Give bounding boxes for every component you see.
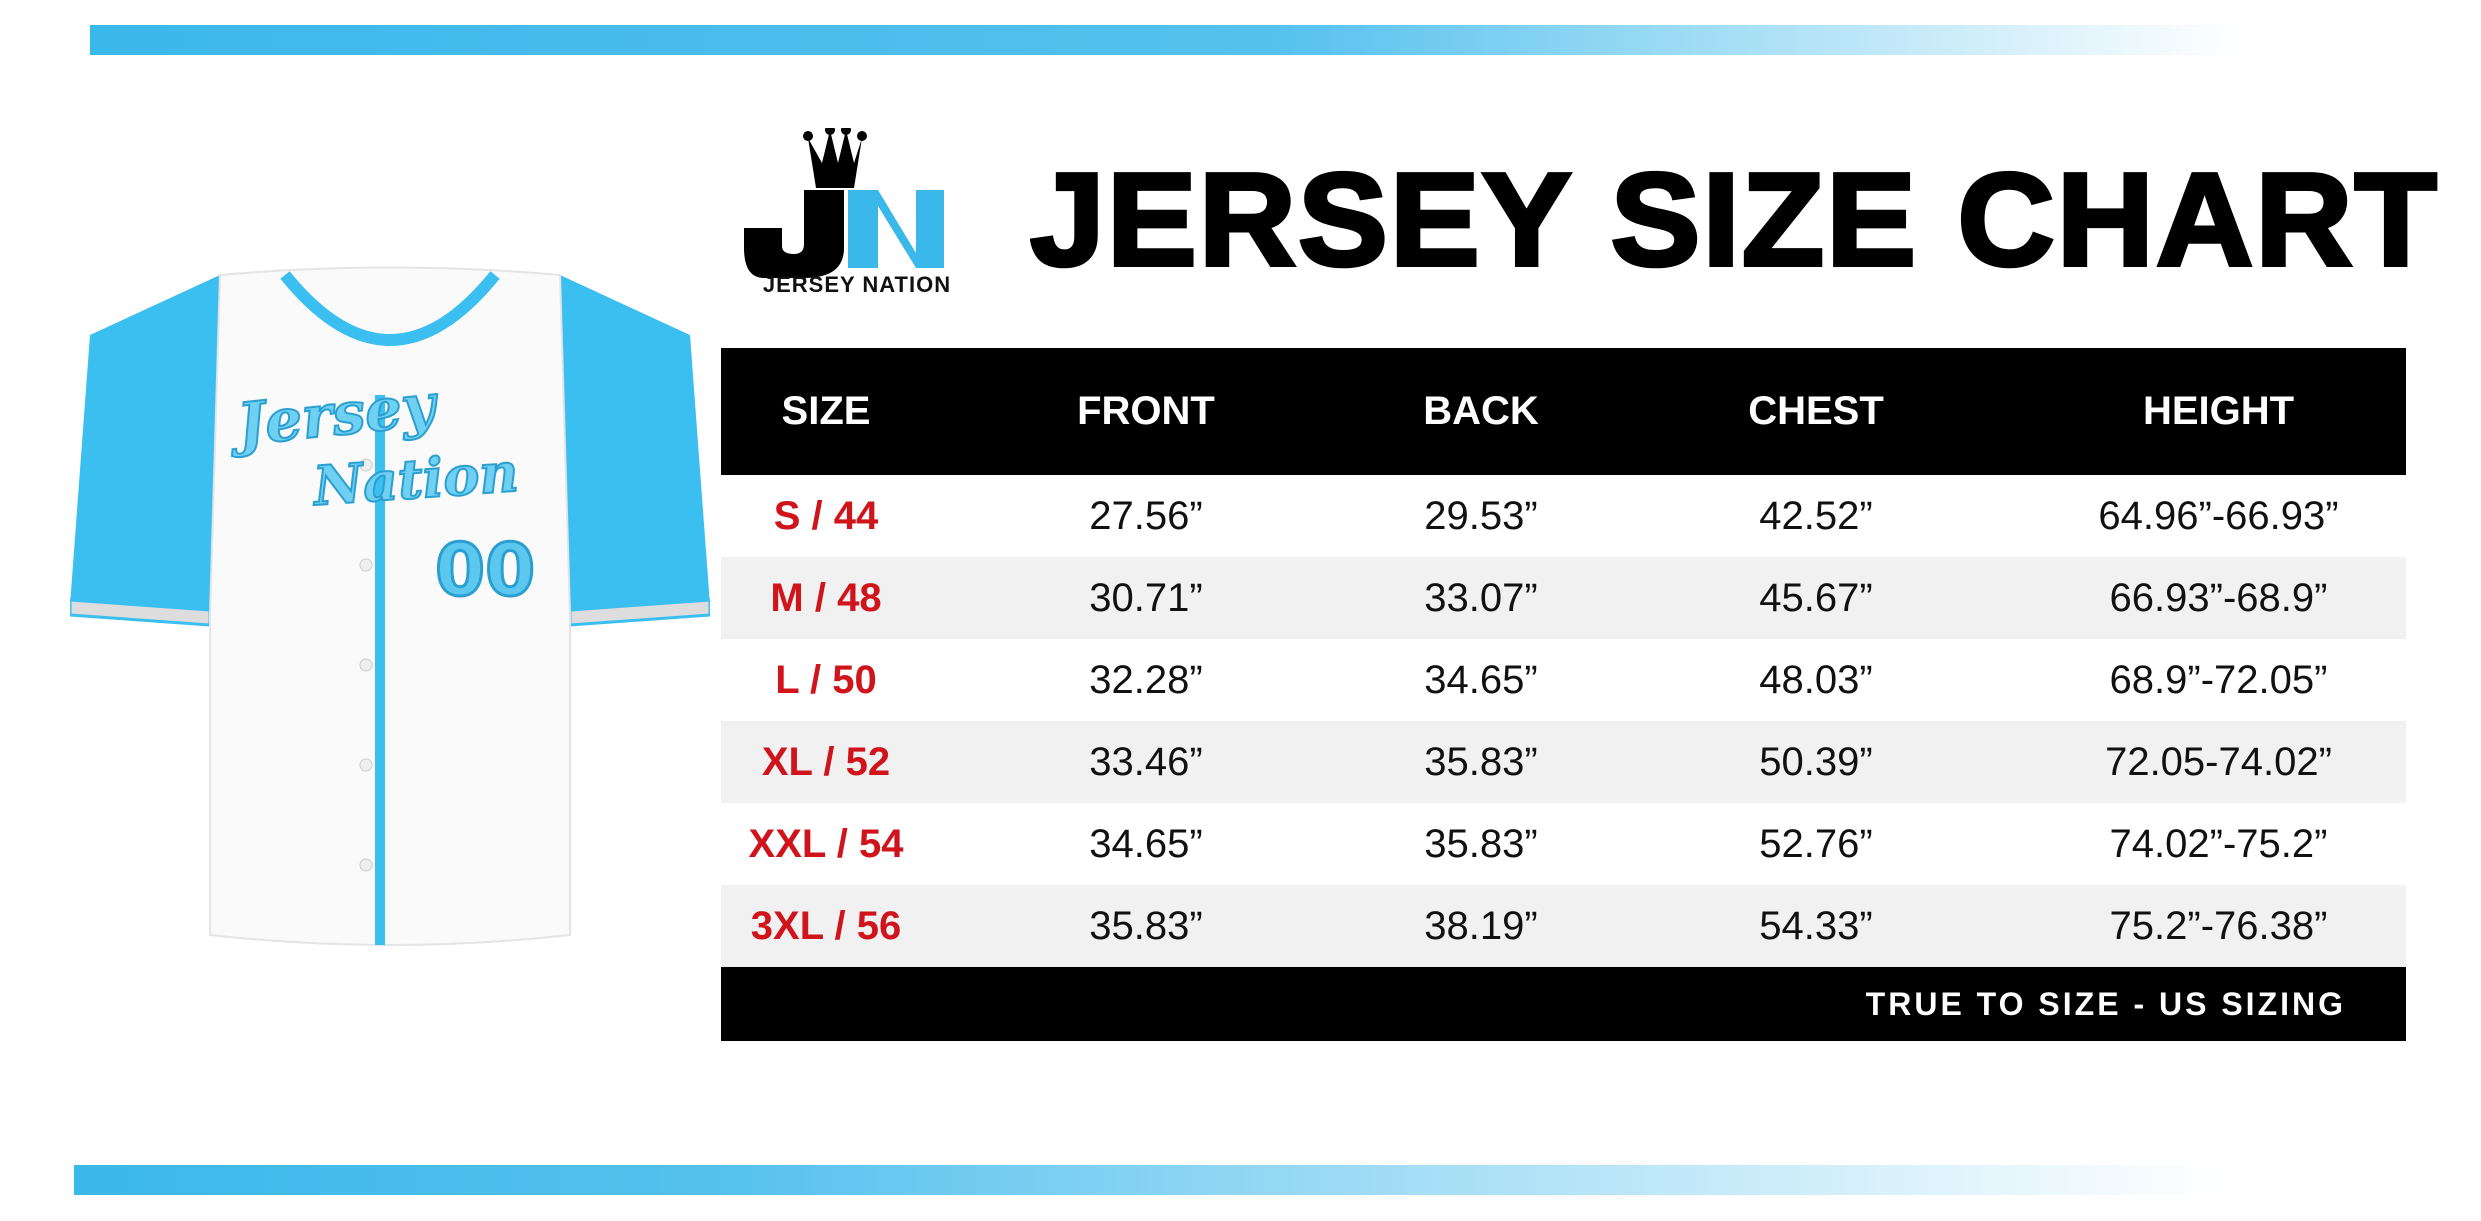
header-chest: CHEST	[1748, 389, 1884, 433]
cell-back: 29.53”	[1424, 493, 1538, 538]
cell-height: 68.9”-72.05”	[2109, 657, 2328, 702]
header-size: SIZE	[781, 389, 871, 433]
jersey-script-line2: Nation	[309, 440, 520, 518]
table-row: M / 48 30.71” 33.07” 45.67” 66.93”-68.9”	[721, 557, 2406, 639]
crown-icon	[808, 130, 862, 188]
table-header: SIZE FRONT BACK CHEST HEIGHT	[721, 348, 2406, 475]
cell-size: XL / 52	[761, 739, 891, 784]
header-height: HEIGHT	[2142, 389, 2295, 433]
jersey-nation-logo	[744, 128, 944, 278]
cell-back: 34.65”	[1424, 657, 1538, 702]
cell-front: 35.83”	[1089, 903, 1203, 948]
cell-chest: 54.33”	[1759, 903, 1873, 948]
table-row: L / 50 32.28” 34.65” 48.03” 68.9”-72.05”	[721, 639, 2406, 721]
cell-height: 72.05-74.02”	[2105, 739, 2332, 784]
cell-front: 33.46”	[1089, 739, 1203, 784]
cell-chest: 45.67”	[1759, 575, 1873, 620]
cell-front: 34.65”	[1089, 821, 1203, 866]
cell-size: 3XL / 56	[750, 903, 902, 948]
cell-chest: 50.39”	[1759, 739, 1873, 784]
cell-back: 33.07”	[1424, 575, 1538, 620]
jersey-number: 00	[435, 528, 535, 612]
cell-chest: 52.76”	[1759, 821, 1873, 866]
header-front: FRONT	[1077, 389, 1215, 433]
cell-height: 66.93”-68.9”	[2109, 575, 2328, 620]
top-accent-bar	[90, 25, 2240, 55]
brand-name: JERSEY NATION	[762, 272, 952, 297]
sizing-note: TRUE TO SIZE - US SIZING	[1865, 985, 2346, 1022]
cell-back: 38.19”	[1424, 903, 1538, 948]
header-back: BACK	[1423, 389, 1539, 433]
cell-front: 27.56”	[1089, 493, 1203, 538]
table-row: 3XL / 56 35.83” 38.19” 54.33” 75.2”-76.38”	[721, 885, 2406, 967]
cell-size: L / 50	[775, 657, 877, 702]
cell-size: M / 48	[770, 575, 882, 620]
size-chart-table: SIZE FRONT BACK CHEST HEIGHT S / 44 27.56…	[721, 348, 2406, 1041]
table-row: XXL / 54 34.65” 35.83” 52.76” 74.02”-75.2”	[721, 803, 2406, 885]
cell-height: 64.96”-66.93”	[2098, 493, 2339, 538]
cell-chest: 48.03”	[1759, 657, 1873, 702]
cell-height: 75.2”-76.38”	[2109, 903, 2328, 948]
cell-front: 30.71”	[1089, 575, 1203, 620]
cell-front: 32.28”	[1089, 657, 1203, 702]
jersey-illustration: Jersey Nation 00	[70, 266, 710, 946]
cell-chest: 42.52”	[1759, 493, 1873, 538]
table-row: XL / 52 33.46” 35.83” 50.39” 72.05-74.02”	[721, 721, 2406, 803]
cell-size: XXL / 54	[748, 821, 904, 866]
cell-back: 35.83”	[1424, 821, 1538, 866]
cell-back: 35.83”	[1424, 739, 1538, 784]
cell-size: S / 44	[773, 493, 879, 538]
table-footer: TRUE TO SIZE - US SIZING	[721, 967, 2406, 1041]
cell-height: 74.02”-75.2”	[2109, 821, 2328, 866]
bottom-accent-bar	[74, 1165, 2224, 1195]
table-row: S / 44 27.56” 29.53” 42.52” 64.96”-66.93”	[721, 475, 2406, 557]
page-title: JERSEY SIZE CHART	[1028, 146, 2439, 293]
